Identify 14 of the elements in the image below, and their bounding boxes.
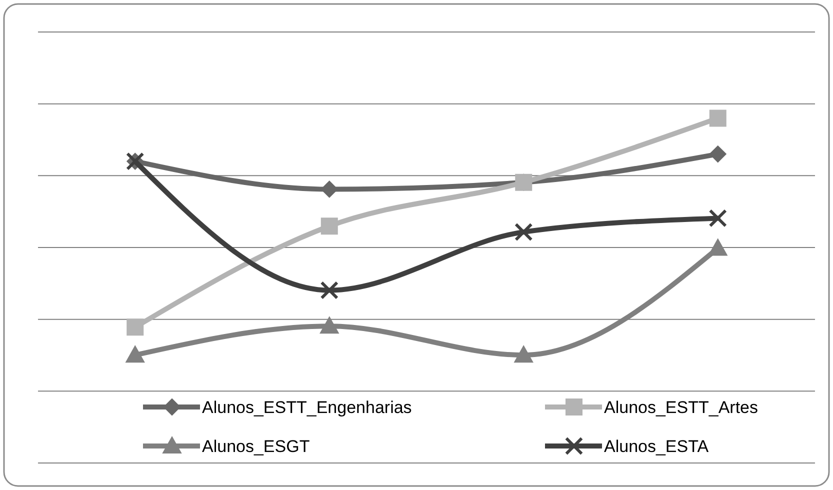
point	[126, 318, 144, 336]
point	[709, 210, 726, 227]
point	[320, 316, 339, 334]
point	[514, 346, 534, 363]
point	[320, 282, 338, 299]
point	[709, 146, 726, 163]
point	[320, 218, 338, 235]
legend-label: Alunos_ESTT_Engenharias	[202, 398, 412, 417]
point	[515, 223, 532, 240]
legend-label: Alunos_ESTT_Artes	[604, 398, 758, 417]
point	[709, 110, 726, 127]
legend-label: Alunos_ESTA	[604, 437, 710, 456]
point	[126, 346, 145, 363]
legend-label: Alunos_ESGT	[202, 437, 310, 456]
